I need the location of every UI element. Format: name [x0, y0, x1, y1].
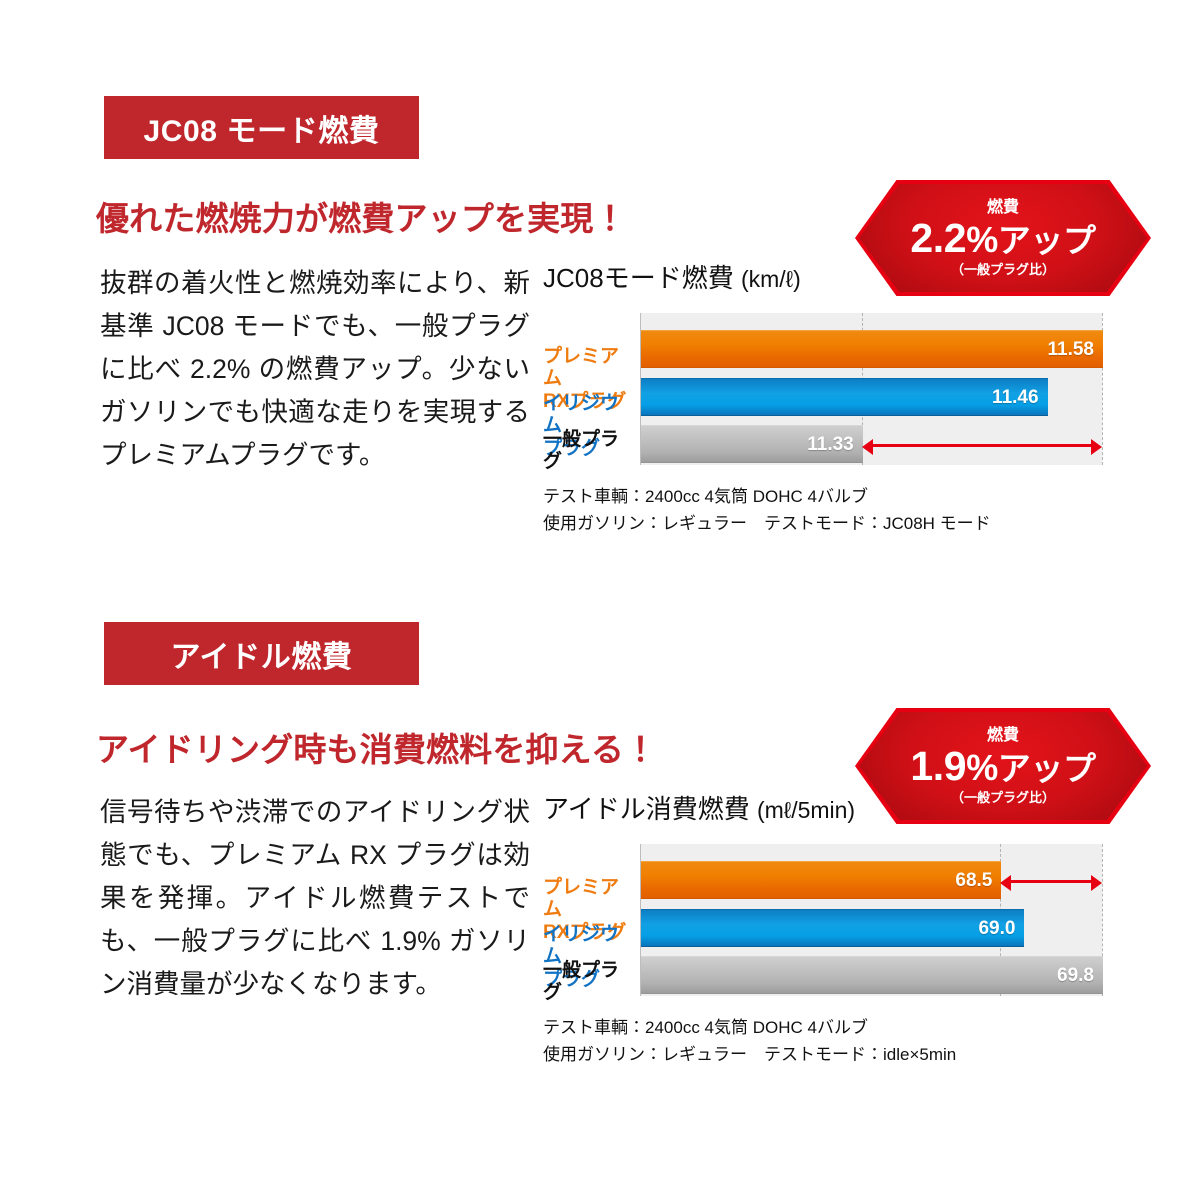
chart-category-labels-idle: プレミアム RXプラグ イリジウム プラグ 一般プラグ	[543, 844, 635, 1003]
category-label-premium-rx: プレミアム RXプラグ	[543, 346, 627, 412]
fuel-economy-badge-idle: 燃費 1.9%アップ （一般プラグ比）	[855, 708, 1151, 824]
badge-suffix: アップ	[997, 749, 1096, 787]
chart-gridline-max	[1102, 844, 1103, 996]
chart-row-premium-rx: 11.58	[641, 330, 1103, 368]
lead-headline-idle: アイドリング時も消費燃料を抑える！	[96, 731, 658, 768]
chart-bar-iridium: 11.46	[641, 378, 1048, 416]
badge-inner: 燃費 1.9%アップ （一般プラグ比）	[859, 712, 1147, 820]
footnote-line-2: 使用ガソリン：レギュラー テストモード：idle×5min	[543, 1044, 957, 1064]
badge-top-label: 燃費	[986, 726, 1019, 744]
chart-bar-value-standard: 11.33	[807, 433, 854, 455]
badge-percent-sign: %	[966, 218, 998, 260]
chart-bar-value-iridium: 69.0	[978, 917, 1016, 939]
tab-heading-label: アイドル燃費	[170, 640, 353, 674]
fuel-economy-badge-jc08: 燃費 2.2%アップ （一般プラグ比）	[855, 180, 1151, 296]
chart-category-labels-jc08: プレミアム RXプラグ イリジウム プラグ 一般プラグ	[543, 313, 635, 472]
badge-top-label: 燃費	[986, 198, 1019, 216]
chart-row-standard: 11.33	[641, 425, 1103, 463]
body-copy-jc08: 抜群の着火性と燃焼効率により、新基準 JC08 モードでも、一般プラグに比べ 2…	[100, 268, 530, 470]
section-tab-heading-idle: アイドル燃費	[104, 622, 419, 685]
category-label-iridium: イリジウム プラグ	[543, 924, 620, 990]
badge-main-value: 1.9%アップ	[910, 742, 1096, 789]
category-label-standard: 一般プラグ	[543, 960, 620, 1004]
chart-title-main: JC08モード燃費	[543, 263, 734, 293]
chart-bar-premium-rx: 68.5	[641, 861, 1002, 899]
chart-title-jc08: JC08モード燃費 (km/ℓ)	[543, 258, 1143, 295]
category-label-premium-rx: プレミアム RXプラグ	[543, 877, 627, 943]
chart-title-idle: アイドル消費燃費 (mℓ/5min)	[543, 789, 1143, 826]
footnote-line-2: 使用ガソリン：レギュラー テストモード：JC08H モード	[543, 513, 991, 533]
chart-difference-arrow-idle	[1000, 875, 1102, 891]
lead-headline-jc08: 優れた燃焼力が燃費アップを実現！	[96, 200, 627, 237]
chart-gridline-max	[1102, 313, 1103, 465]
badge-sub-label: （一般プラグ比）	[950, 262, 1055, 278]
body-copy-idle: 信号待ちや渋滞でのアイドリング状態でも、プレミアム RX プラグは効果を発揮。ア…	[100, 797, 530, 999]
footnote-line-1: テスト車輌：2400cc 4気筒 DOHC 4バルブ	[543, 1018, 868, 1037]
chart-title-unit: (mℓ/5min)	[756, 797, 856, 823]
chart-row-iridium: 69.0	[641, 909, 1103, 947]
badge-inner: 燃費 2.2%アップ （一般プラグ比）	[859, 184, 1147, 292]
category-label-iridium: イリジウム プラグ	[543, 393, 620, 459]
chart-title-main: アイドル消費燃費	[543, 794, 750, 824]
chart-bar-value-iridium: 11.46	[992, 386, 1039, 408]
chart-difference-arrow-jc08	[861, 439, 1103, 455]
chart-footnotes-idle: テスト車輌：2400cc 4気筒 DOHC 4バルブ 使用ガソリン：レギュラー …	[543, 1015, 1143, 1069]
chart-block-jc08: JC08モード燃費 (km/ℓ) プレミアム RXプラグ イリジウム プラグ 一…	[543, 258, 1143, 538]
chart-bar-standard: 69.8	[641, 956, 1103, 994]
category-label-standard: 一般プラグ	[543, 429, 620, 473]
chart-title-unit: (km/ℓ)	[740, 266, 801, 292]
chart-plot-area-idle: 68.5 69.0 69.8	[640, 844, 1103, 996]
badge-sub-label: （一般プラグ比）	[950, 790, 1055, 806]
chart-axis-left	[640, 844, 641, 996]
section-jc08-mode: JC08 モード燃費 優れた燃焼力が燃費アップを実現！ 抜群の着火性と燃焼効率に…	[96, 96, 1151, 538]
tab-heading-label: JC08 モード燃費	[143, 114, 380, 148]
section-tab-heading-jc08: JC08 モード燃費	[104, 96, 419, 159]
badge-suffix: アップ	[997, 221, 1096, 259]
chart-bar-value-premium-rx: 11.58	[1047, 338, 1095, 360]
chart-row-standard: 69.8	[641, 956, 1103, 994]
chart-bar-premium-rx: 11.58	[641, 330, 1103, 368]
chart-plot-area-jc08: 11.58 11.46 11.33	[640, 313, 1103, 465]
badge-main-value: 2.2%アップ	[910, 214, 1096, 261]
badge-number: 1.9	[910, 742, 967, 789]
section-idle-fuel: アイドル燃費 アイドリング時も消費燃料を抑える！ 信号待ちや渋滞でのアイドリング…	[0, 600, 1200, 1200]
footnote-line-1: テスト車輌：2400cc 4気筒 DOHC 4バルブ	[543, 487, 868, 506]
chart-bar-value-premium-rx: 68.5	[955, 869, 993, 891]
chart-row-iridium: 11.46	[641, 378, 1103, 416]
chart-bar-iridium: 69.0	[641, 909, 1025, 947]
chart-axis-left	[640, 313, 641, 465]
chart-row-premium-rx: 68.5	[641, 861, 1103, 899]
chart-block-idle: アイドル消費燃費 (mℓ/5min) プレミアム RXプラグ イリジウム プラグ…	[543, 789, 1143, 1069]
chart-bar-value-standard: 69.8	[1057, 964, 1094, 986]
chart-bar-standard: 11.33	[641, 425, 863, 463]
badge-percent-sign: %	[966, 746, 998, 788]
chart-footnotes-jc08: テスト車輌：2400cc 4気筒 DOHC 4バルブ 使用ガソリン：レギュラー …	[543, 484, 1143, 538]
badge-number: 2.2	[910, 214, 967, 261]
